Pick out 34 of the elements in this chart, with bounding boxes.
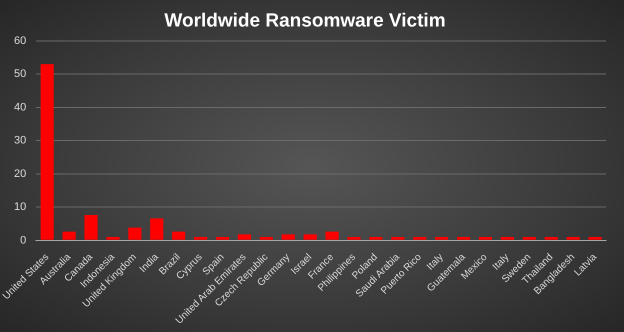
- bar: [84, 215, 98, 240]
- bar: [40, 64, 54, 240]
- bar: [588, 236, 602, 240]
- bar: [216, 236, 230, 240]
- y-tick-label: 10: [14, 201, 26, 214]
- y-tick-label: 20: [14, 168, 26, 180]
- y-tick-label: 0: [20, 234, 26, 246]
- bar: [566, 236, 580, 240]
- bar: [260, 236, 273, 240]
- bar: [238, 234, 251, 240]
- bar: [106, 236, 120, 240]
- y-tick-label: 30: [14, 134, 26, 147]
- y-tick-label: 50: [14, 68, 26, 80]
- bar: [194, 236, 208, 240]
- y-tick-label: 40: [14, 101, 26, 114]
- chart-title: Worldwide Ransomware Victim: [164, 10, 446, 32]
- bar: [150, 218, 164, 240]
- bar: [500, 236, 514, 240]
- bar: [326, 232, 339, 240]
- bar: [128, 228, 142, 240]
- bar: [347, 236, 361, 240]
- bar: [172, 232, 186, 240]
- bar: [522, 236, 536, 240]
- bar: [62, 232, 76, 240]
- bar: [456, 236, 470, 240]
- bar: [391, 236, 404, 240]
- y-tick-label: 60: [14, 34, 26, 47]
- bar: [413, 236, 426, 240]
- bar: [544, 236, 558, 240]
- bar: [435, 236, 448, 240]
- bar: [369, 236, 382, 240]
- bar: [304, 234, 317, 240]
- bar: [478, 236, 492, 240]
- bar: [282, 234, 295, 240]
